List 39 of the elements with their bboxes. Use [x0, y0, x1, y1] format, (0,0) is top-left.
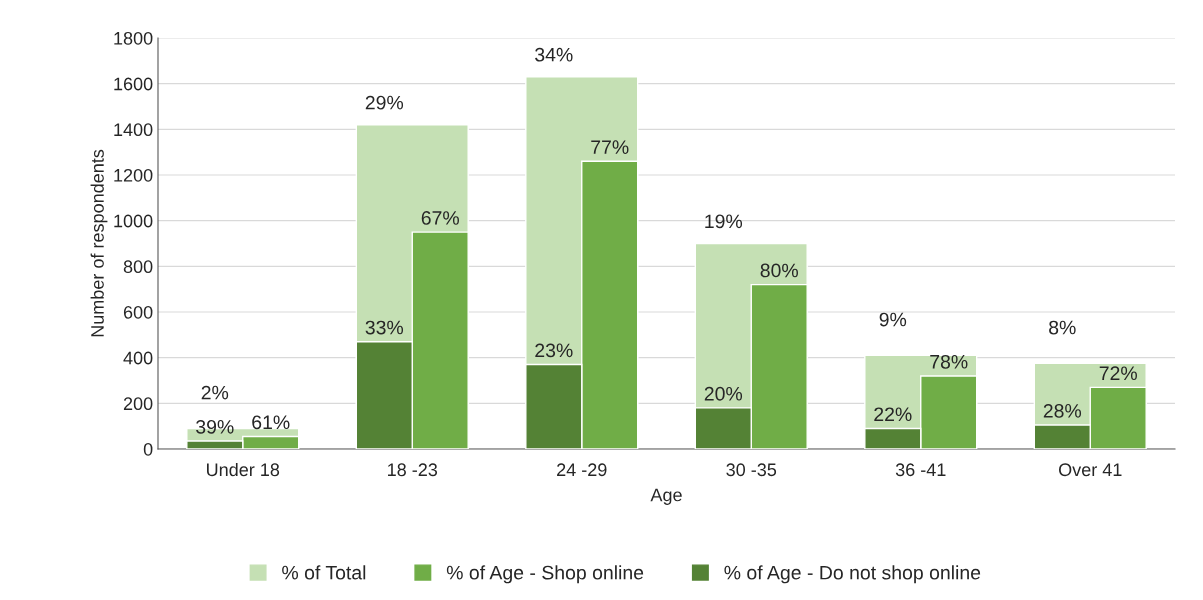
x-tick-label: 24 -29	[557, 463, 607, 477]
annotation: 33%	[365, 320, 404, 335]
x-axis-title: Age	[650, 488, 682, 505]
y-tick-label: 800	[123, 260, 153, 274]
annotation: 39%	[196, 419, 234, 434]
annotation: 61%	[252, 415, 290, 430]
y-tick-label: 1600	[114, 77, 153, 91]
x-tick-label: 36 -41	[895, 463, 946, 477]
y-tick-label: 600	[123, 305, 153, 319]
annotation: 19%	[705, 214, 743, 229]
annotation: 28%	[1043, 403, 1082, 418]
y-axis-title: Number of respondents	[90, 149, 108, 337]
y-tick-label: 400	[123, 351, 153, 365]
y-tick-label: 1400	[114, 123, 153, 137]
annotation: 8%	[1049, 320, 1076, 335]
y-tick-label: 1200	[114, 168, 153, 182]
annotation: 22%	[874, 407, 912, 422]
legend-label: % of Total	[282, 565, 366, 580]
annotation: 9%	[879, 312, 907, 327]
annotation: 23%	[535, 343, 573, 358]
y-tick-label: 1800	[114, 31, 153, 45]
annotation: 20%	[704, 386, 743, 401]
annotation: 72%	[1099, 366, 1137, 381]
x-tick-label: 30 -35	[726, 463, 777, 477]
annotation: 67%	[421, 211, 459, 225]
x-tick-label: Under 18	[207, 462, 280, 477]
y-tick-label: 0	[143, 442, 153, 456]
y-tick-label: 200	[123, 397, 153, 411]
legend-label: % of Age - Shop online	[446, 565, 644, 584]
annotation: 77%	[591, 140, 629, 154]
annotation: 78%	[930, 354, 968, 369]
annotation: 29%	[365, 95, 404, 110]
y-tick-label: 1000	[114, 214, 153, 228]
legend-label: % of Age - Do not shop online	[724, 565, 981, 584]
annotation: 2%	[201, 385, 229, 400]
annotation: 80%	[760, 263, 798, 278]
annotation: 34%	[535, 47, 573, 62]
x-tick-label: Over 41	[1058, 463, 1122, 477]
x-tick-label: 18 -23	[388, 463, 438, 477]
